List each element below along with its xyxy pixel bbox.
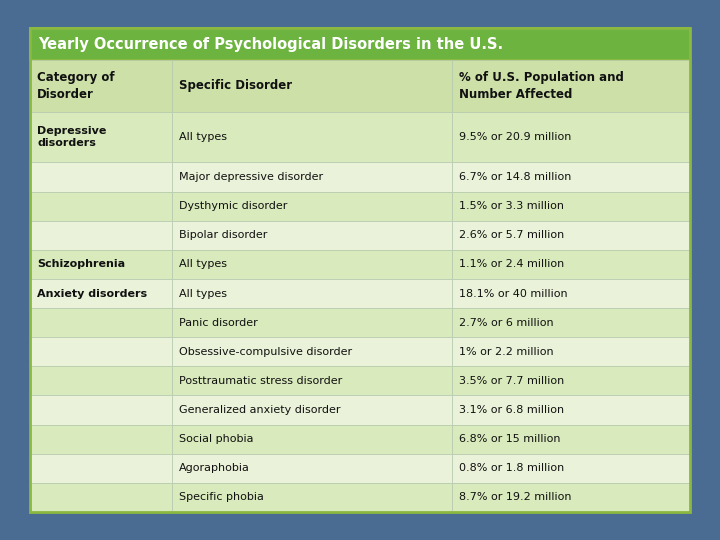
Bar	[452, 395, 690, 424]
Text: 3.5% or 7.7 million: 3.5% or 7.7 million	[459, 376, 564, 386]
Text: 2.6% or 5.7 million: 2.6% or 5.7 million	[459, 230, 564, 240]
Bar	[172, 112, 452, 163]
Bar	[30, 395, 172, 424]
Text: Panic disorder: Panic disorder	[179, 318, 258, 328]
Text: Major depressive disorder: Major depressive disorder	[179, 172, 323, 182]
Text: Obsessive-compulsive disorder: Obsessive-compulsive disorder	[179, 347, 352, 357]
Bar	[30, 250, 172, 279]
Bar	[30, 28, 690, 512]
Text: 3.1% or 6.8 million: 3.1% or 6.8 million	[459, 405, 564, 415]
Text: Schizophrenia: Schizophrenia	[37, 259, 125, 269]
Bar	[30, 424, 172, 454]
Bar	[452, 279, 690, 308]
Text: Specific phobia: Specific phobia	[179, 492, 264, 502]
Text: Posttraumatic stress disorder: Posttraumatic stress disorder	[179, 376, 342, 386]
Bar	[30, 483, 172, 512]
Text: 18.1% or 40 million: 18.1% or 40 million	[459, 288, 568, 299]
Bar	[172, 338, 452, 366]
Text: All types: All types	[179, 288, 227, 299]
Bar	[172, 192, 452, 221]
Bar	[30, 454, 172, 483]
Text: Category of
Disorder: Category of Disorder	[37, 71, 114, 100]
Text: Yearly Occurrence of Psychological Disorders in the U.S.: Yearly Occurrence of Psychological Disor…	[38, 37, 503, 51]
Bar	[172, 163, 452, 192]
Text: All types: All types	[179, 259, 227, 269]
Bar	[452, 308, 690, 338]
Bar	[30, 112, 172, 163]
Text: 0.8% or 1.8 million: 0.8% or 1.8 million	[459, 463, 564, 474]
Bar	[30, 163, 172, 192]
Bar	[172, 424, 452, 454]
Bar	[172, 250, 452, 279]
Bar	[172, 279, 452, 308]
Text: Depressive
disorders: Depressive disorders	[37, 126, 107, 148]
Text: 1% or 2.2 million: 1% or 2.2 million	[459, 347, 554, 357]
Text: 6.8% or 15 million: 6.8% or 15 million	[459, 434, 561, 444]
Bar	[30, 279, 172, 308]
Text: Generalized anxiety disorder: Generalized anxiety disorder	[179, 405, 341, 415]
Bar	[172, 483, 452, 512]
Bar	[452, 221, 690, 250]
Text: 6.7% or 14.8 million: 6.7% or 14.8 million	[459, 172, 572, 182]
Text: Agoraphobia: Agoraphobia	[179, 463, 250, 474]
Bar	[172, 366, 452, 395]
Bar	[172, 454, 452, 483]
Text: 1.5% or 3.3 million: 1.5% or 3.3 million	[459, 201, 564, 211]
Text: % of U.S. Population and
Number Affected: % of U.S. Population and Number Affected	[459, 71, 624, 100]
Text: Bipolar disorder: Bipolar disorder	[179, 230, 267, 240]
Bar	[30, 308, 172, 338]
Bar	[30, 221, 172, 250]
Text: Specific Disorder: Specific Disorder	[179, 79, 292, 92]
Text: 1.1% or 2.4 million: 1.1% or 2.4 million	[459, 259, 564, 269]
Text: Social phobia: Social phobia	[179, 434, 253, 444]
Bar	[30, 60, 172, 112]
Bar	[30, 338, 172, 366]
Bar	[172, 221, 452, 250]
Bar	[172, 395, 452, 424]
Text: All types: All types	[179, 132, 227, 142]
Text: 8.7% or 19.2 million: 8.7% or 19.2 million	[459, 492, 572, 502]
Text: 2.7% or 6 million: 2.7% or 6 million	[459, 318, 554, 328]
Bar	[30, 28, 690, 60]
Bar	[452, 250, 690, 279]
Text: Anxiety disorders: Anxiety disorders	[37, 288, 147, 299]
Bar	[452, 424, 690, 454]
Bar	[172, 308, 452, 338]
Text: 9.5% or 20.9 million: 9.5% or 20.9 million	[459, 132, 572, 142]
Bar	[452, 338, 690, 366]
Bar	[452, 366, 690, 395]
Bar	[172, 60, 452, 112]
Bar	[30, 192, 172, 221]
Bar	[452, 163, 690, 192]
Bar	[452, 483, 690, 512]
Bar	[452, 192, 690, 221]
Bar	[452, 60, 690, 112]
Bar	[452, 454, 690, 483]
Bar	[30, 366, 172, 395]
Text: Dysthymic disorder: Dysthymic disorder	[179, 201, 287, 211]
Bar	[452, 112, 690, 163]
